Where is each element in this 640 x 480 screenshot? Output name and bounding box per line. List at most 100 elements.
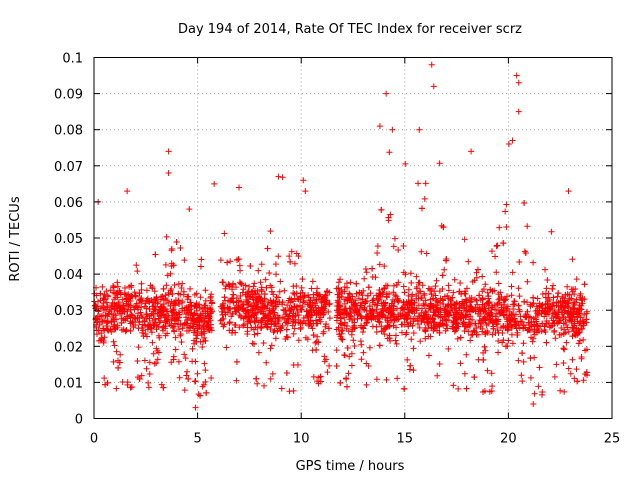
scatter-point [176, 374, 183, 381]
scatter-point [132, 315, 139, 322]
scatter-outlier-15 [430, 83, 437, 90]
scatter-point [391, 235, 398, 242]
scatter-point [502, 208, 509, 215]
scatter-point [240, 286, 247, 293]
scatter-point [493, 269, 500, 276]
scatter-point [142, 300, 149, 307]
scatter-point [314, 291, 321, 298]
scatter-point [521, 248, 528, 255]
scatter-point [314, 285, 321, 292]
scatter-point [552, 313, 559, 320]
scatter-point [358, 356, 365, 363]
scatter-point [423, 301, 430, 308]
scatter-point [179, 280, 186, 287]
scatter-point [516, 259, 523, 266]
scatter-point [405, 323, 412, 330]
scatter-point [138, 304, 145, 311]
scatter-point [492, 253, 499, 260]
scatter-point [564, 283, 571, 290]
scatter-point [276, 288, 283, 295]
scatter-point [531, 322, 538, 329]
scatter-point [457, 279, 464, 286]
scatter-point [465, 328, 472, 335]
scatter-point [335, 279, 342, 286]
scatter-point [399, 305, 406, 312]
scatter-point [219, 305, 226, 312]
scatter-point [348, 328, 355, 335]
scatter-point [444, 325, 451, 332]
scatter-point [574, 378, 581, 385]
scatter-point [325, 308, 332, 315]
scatter-point [363, 319, 370, 326]
scatter-point [343, 375, 350, 382]
scatter-point [315, 305, 322, 312]
scatter-point [151, 316, 158, 323]
scatter-point [290, 330, 297, 337]
scatter-point [463, 324, 470, 331]
scatter-point [457, 360, 464, 367]
scatter-point [263, 359, 270, 366]
scatter-point [136, 375, 143, 382]
scatter-point [156, 319, 163, 326]
scatter-point [201, 302, 208, 309]
scatter-point [516, 308, 523, 315]
scatter-point [277, 278, 284, 285]
scatter-point [283, 369, 290, 376]
scatter-point [288, 306, 295, 313]
scatter-point [461, 236, 468, 243]
scatter-point [436, 160, 443, 167]
scatter-point [346, 305, 353, 312]
scatter-point [173, 239, 180, 246]
scatter-point [305, 311, 312, 318]
scatter-point [185, 375, 192, 382]
scatter-point [579, 317, 586, 324]
scatter-point [539, 320, 546, 327]
scatter-point [390, 243, 397, 250]
scatter-point [272, 335, 279, 342]
scatter-point [305, 292, 312, 299]
scatter-point [401, 385, 408, 392]
scatter-point [480, 349, 487, 356]
scatter-point [416, 324, 423, 331]
scatter-point [135, 344, 142, 351]
scatter-point [350, 337, 357, 344]
scatter-point [577, 318, 584, 325]
scatter-point [189, 345, 196, 352]
scatter-point [153, 359, 160, 366]
scatter-point [298, 306, 305, 313]
scatter-point [274, 312, 281, 319]
scatter-point [294, 303, 301, 310]
scatter-point [487, 286, 494, 293]
scatter-point [293, 250, 300, 257]
scatter-point [418, 248, 425, 255]
scatter-point [358, 315, 365, 322]
scatter-point [99, 283, 106, 290]
scatter-point [361, 307, 368, 314]
scatter-point [369, 313, 376, 320]
scatter-point [106, 308, 113, 315]
scatter-point [522, 311, 529, 318]
scatter-point [508, 331, 515, 338]
scatter-point [356, 305, 363, 312]
scatter-point [263, 323, 270, 330]
scatter-point [364, 292, 371, 299]
scatter-point [410, 367, 417, 374]
scatter-point [148, 329, 155, 336]
scatter-point [233, 284, 240, 291]
scatter-point [369, 323, 376, 330]
scatter-point [196, 301, 203, 308]
scatter-point [325, 325, 332, 332]
scatter-point [219, 311, 226, 318]
x-tick-label-0: 0 [90, 432, 98, 447]
scatter-point [310, 332, 317, 339]
scatter-point [221, 321, 228, 328]
scatter-point [491, 287, 498, 294]
scatter-point [550, 294, 557, 301]
scatter-point [454, 335, 461, 342]
scatter-point [224, 304, 231, 311]
scatter-point [516, 293, 523, 300]
scatter-point [267, 325, 274, 332]
scatter-point [466, 316, 473, 323]
scatter-point [255, 267, 262, 274]
scatter-point [241, 321, 248, 328]
